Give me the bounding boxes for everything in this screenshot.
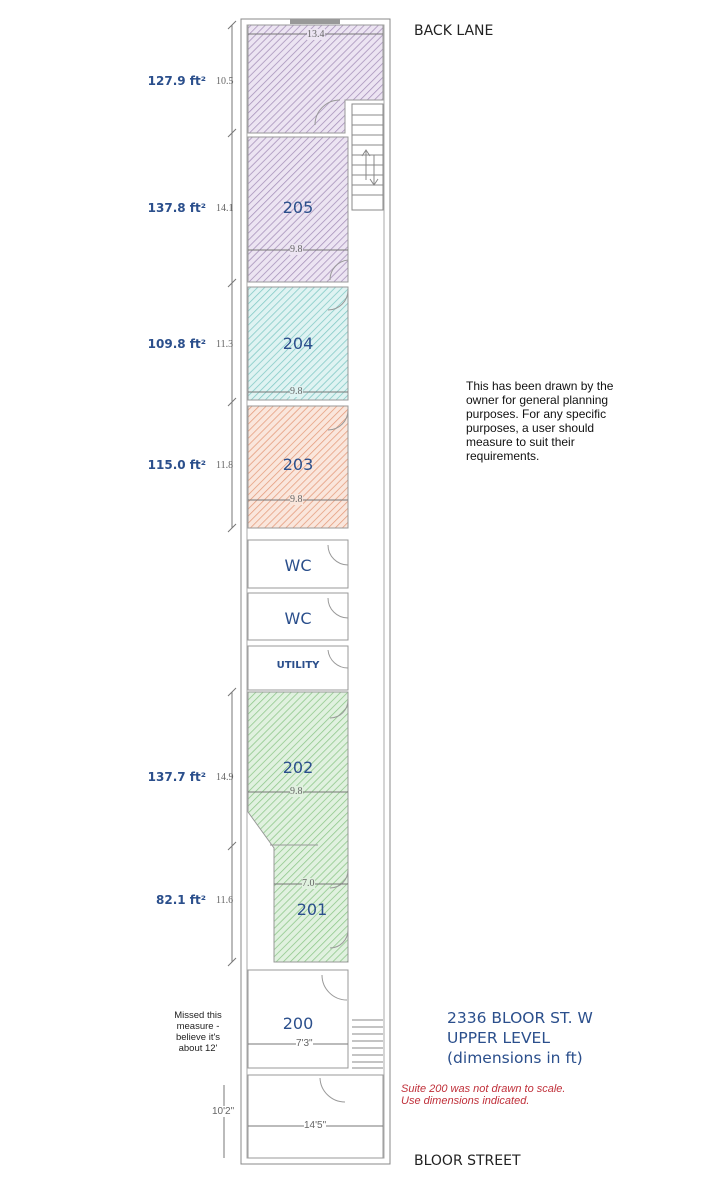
width-200: 7'3" xyxy=(296,1038,313,1049)
width-203: 9.8 xyxy=(290,494,303,505)
width-204: 9.8 xyxy=(290,386,303,397)
width-201: 7.0 xyxy=(302,878,315,889)
room-205 xyxy=(247,136,349,283)
room-200-lower xyxy=(247,1074,384,1159)
room-wc-1 xyxy=(247,539,349,589)
plan-title: 2336 BLOOR ST. W UPPER LEVEL (dimensions… xyxy=(447,1008,593,1068)
area-top: 127.9 ft² xyxy=(147,74,206,88)
room-200 xyxy=(247,969,349,1069)
stairs-bottom xyxy=(352,1019,383,1069)
scale-note: Suite 200 was not drawn to scale. Use di… xyxy=(401,1083,566,1107)
bloor-street-label: BLOOR STREET xyxy=(414,1153,521,1169)
length-top: 10.5 xyxy=(216,76,234,87)
length-202: 14.9 xyxy=(216,772,234,783)
title-address: 2336 BLOOR ST. W xyxy=(447,1009,593,1027)
area-202: 137.7 ft² xyxy=(147,770,206,784)
room-utility xyxy=(247,645,349,691)
length-204: 11.3 xyxy=(216,339,234,350)
back-lane-label: BACK LANE xyxy=(414,23,494,39)
disclaimer-note: This has been drawn by the owner for gen… xyxy=(466,379,614,463)
area-201: 82.1 ft² xyxy=(156,893,206,907)
window xyxy=(290,19,340,24)
doors xyxy=(314,99,349,1103)
room-label-202: 202 xyxy=(282,758,314,777)
area-204: 109.8 ft² xyxy=(147,337,206,351)
width-205: 9.8 xyxy=(290,244,303,255)
width-200-lower: 14'5" xyxy=(304,1120,327,1131)
area-205: 137.8 ft² xyxy=(147,201,206,215)
area-203: 115.0 ft² xyxy=(147,458,206,472)
title-level: UPPER LEVEL xyxy=(447,1029,550,1047)
width-top: 13.4 xyxy=(307,29,325,40)
length-205: 14.1 xyxy=(216,203,234,214)
room-label-203: 203 xyxy=(282,455,314,474)
width-202: 9.8 xyxy=(290,786,303,797)
title-units: (dimensions in ft) xyxy=(447,1049,583,1067)
room-202-201 xyxy=(247,691,349,963)
room-top xyxy=(247,24,384,134)
length-201: 11.6 xyxy=(216,895,234,906)
room-label-204: 204 xyxy=(282,334,314,353)
room-label-utility: UTILITY xyxy=(276,660,320,671)
room-204 xyxy=(247,286,349,401)
room-label-wc-2: WC xyxy=(284,609,312,628)
missed-measure-note: Missed this measure - believe it's about… xyxy=(174,1010,222,1054)
length-200-lower: 10'2" xyxy=(212,1106,235,1117)
room-label-200: 200 xyxy=(282,1014,314,1033)
room-label-205: 205 xyxy=(282,198,314,217)
room-203 xyxy=(247,405,349,529)
stairs-top xyxy=(351,103,384,211)
room-wc-2 xyxy=(247,592,349,641)
room-label-wc-1: WC xyxy=(284,556,312,575)
length-203: 11.8 xyxy=(216,460,234,471)
room-label-201: 201 xyxy=(296,900,328,919)
